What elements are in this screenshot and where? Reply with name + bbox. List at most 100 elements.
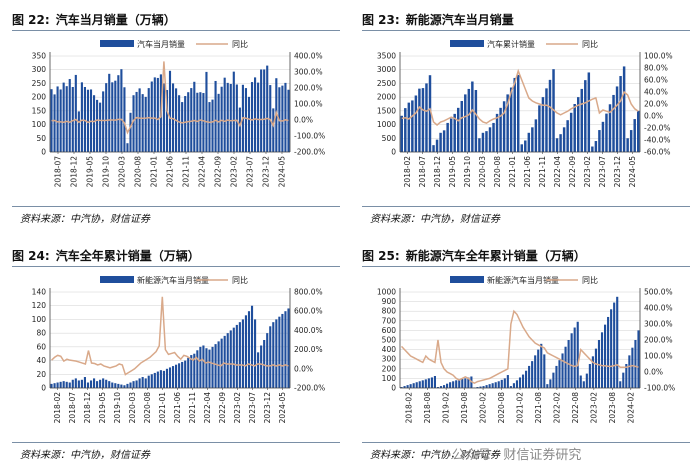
bar: [199, 346, 202, 388]
x-tick-label: 2018-02: [403, 156, 412, 188]
bar: [86, 89, 90, 152]
bar: [631, 347, 634, 388]
bar: [564, 346, 567, 388]
bar: [573, 104, 576, 152]
bar: [74, 74, 77, 152]
bar: [594, 348, 598, 388]
bar: [71, 86, 74, 152]
legend-swatch-bar: [450, 276, 484, 283]
x-tick-label: 2024-02: [626, 392, 635, 424]
bar: [275, 319, 278, 388]
bar: [432, 145, 435, 152]
figure-panel-25: 图 25: 新能源汽车全年累计销量（万辆） 新能源汽车当月销量 同比 0 100 200…: [356, 238, 696, 470]
x-tick-label: 2024-05: [628, 156, 637, 188]
figure-number: 图 22:: [12, 12, 50, 27]
bar: [418, 88, 421, 152]
bar: [135, 91, 138, 152]
y-right-tick-label: 200.0%: [294, 84, 323, 93]
source-rule: [12, 442, 340, 443]
bar: [628, 355, 631, 388]
y-right-tick-label: 100.0%: [294, 100, 323, 109]
bar: [407, 102, 411, 152]
bar: [260, 69, 263, 152]
legend: 新能源汽车当月销量 同比: [450, 275, 598, 285]
bar: [594, 141, 598, 152]
bar: [193, 353, 196, 388]
y-right-tick-label: 500.0%: [644, 288, 673, 297]
bar: [467, 377, 470, 388]
bar: [56, 382, 59, 388]
bar: [562, 127, 566, 152]
bar: [178, 363, 181, 388]
bar: [585, 373, 588, 388]
y-right-tick-label: 400.0%: [644, 304, 673, 313]
bar: [524, 140, 527, 152]
bar: [613, 302, 616, 388]
bar: [162, 83, 165, 152]
x-tick-label: 2018-08: [423, 392, 432, 424]
legend-swatch-bar: [100, 276, 134, 283]
chart-nev-annual-cumulative-sales: 新能源汽车当月销量 同比01002003004005006007008009001…: [377, 275, 675, 424]
bar: [226, 333, 229, 388]
bar: [77, 380, 80, 388]
bar: [89, 380, 93, 388]
bar: [458, 379, 461, 388]
y-left-tick-label: 800: [382, 307, 397, 316]
bar: [120, 69, 123, 152]
source-rule: [12, 206, 340, 207]
bar: [56, 86, 59, 152]
x-tick-label: 2018-02: [405, 392, 414, 424]
bar: [138, 378, 141, 388]
y-left-tick-label: 0: [391, 148, 396, 157]
bar: [226, 82, 229, 152]
bar: [108, 73, 111, 152]
bar: [162, 370, 165, 388]
bar: [404, 108, 407, 152]
bar: [250, 82, 254, 152]
bar: [495, 113, 499, 152]
bar: [284, 311, 287, 388]
y-left-tick-label: 400: [382, 345, 397, 354]
y-left-tick-label: 1000: [377, 120, 396, 129]
y-right-tick-label: -100.0%: [294, 132, 325, 141]
source-note: 资料来源：中汽协，财信证券: [20, 214, 150, 225]
bar: [175, 364, 178, 388]
bar: [105, 83, 108, 152]
bar: [415, 382, 418, 388]
bar: [433, 376, 436, 388]
bar: [488, 127, 492, 152]
bar: [570, 333, 573, 388]
y-left-tick-label: 150: [32, 106, 47, 115]
bar: [184, 96, 187, 152]
bar: [559, 134, 562, 152]
bar: [278, 316, 281, 388]
bar: [220, 338, 223, 388]
y-right-tick-label: 100.0%: [644, 52, 673, 61]
figure-panel-23: 图 23: 新能源汽车当月销量 汽车累计销量 同比 0 500 1000 1500 2000…: [356, 2, 696, 234]
x-tick-label: 2020-03: [478, 156, 487, 188]
bar: [548, 79, 552, 152]
x-tick-label: 2020-03: [128, 392, 137, 424]
bar: [238, 322, 241, 388]
bar: [181, 102, 184, 152]
x-tick-label: 2023-07: [246, 156, 255, 188]
bar: [214, 80, 217, 152]
bar: [577, 97, 580, 152]
bar: [187, 357, 190, 388]
bar: [269, 326, 272, 388]
y-right-tick-label: 800.0%: [294, 288, 323, 297]
bar: [543, 354, 546, 388]
figure-panel-24: 图 24: 汽车全年累计销量（万辆） 新能源汽车当月销量 同比 0 20 40 60 80 1…: [6, 238, 346, 470]
legend-label-line: 同比: [232, 275, 248, 285]
bar: [96, 381, 99, 388]
y-left-tick-label: 2000: [377, 93, 396, 102]
bar: [165, 90, 169, 152]
y-right-tick-label: 300.0%: [294, 68, 323, 77]
bar: [92, 95, 96, 152]
title-rule: [362, 30, 690, 31]
y-left-tick-label: 0: [41, 384, 46, 393]
bar: [569, 112, 573, 152]
bar: [53, 94, 56, 152]
bar: [492, 122, 495, 152]
bar: [74, 378, 77, 388]
